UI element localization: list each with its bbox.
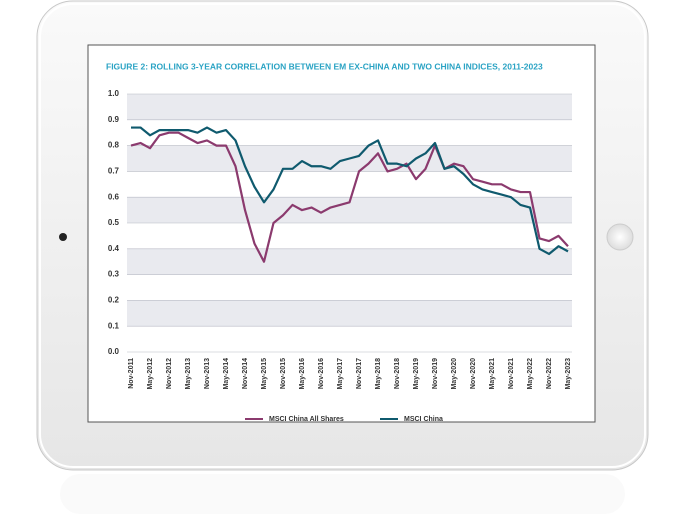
x-tick-label: May-2015 <box>261 358 268 390</box>
x-tick-label: May-2013 <box>185 358 192 390</box>
x-tick-label: May-2012 <box>147 358 154 390</box>
series-line <box>130 131 569 263</box>
x-tick-label: Nov-2011 <box>128 358 135 389</box>
x-tick-label: Nov-2019 <box>432 358 439 389</box>
y-tick-label: 1.0 <box>108 89 120 98</box>
band <box>127 248 572 275</box>
y-tick-label: 0.3 <box>108 270 120 279</box>
chart-title: FIGURE 2: ROLLING 3-YEAR CORRELATION BET… <box>106 61 543 71</box>
x-tick-label: Nov-2022 <box>546 358 553 389</box>
y-tick-label: 0.8 <box>108 141 120 150</box>
x-tick-label: May-2018 <box>375 358 382 390</box>
x-tick-label: Nov-2012 <box>166 358 173 389</box>
x-tick-label: May-2023 <box>565 358 572 390</box>
x-tick-label: May-2014 <box>223 358 230 390</box>
x-tick-label: Nov-2020 <box>470 358 477 389</box>
x-tick-label: Nov-2013 <box>204 358 211 389</box>
x-tick-label: Nov-2018 <box>394 358 401 389</box>
x-tick-label: May-2016 <box>299 358 306 390</box>
x-tick-label: May-2021 <box>489 358 496 390</box>
chart: FIGURE 2: ROLLING 3-YEAR CORRELATION BET… <box>106 61 572 423</box>
reflection <box>60 474 625 514</box>
y-tick-label: 0.6 <box>108 192 120 201</box>
y-tick-label: 0.7 <box>108 167 120 176</box>
camera <box>59 233 67 241</box>
tablet-bevel <box>39 3 646 468</box>
series-line <box>131 126 569 256</box>
band <box>127 94 572 120</box>
y-tick-label: 0.0 <box>108 347 120 356</box>
legend-label: MSCI China All Shares <box>269 416 344 423</box>
home-button[interactable] <box>606 223 634 251</box>
x-tick-label: Nov-2021 <box>508 358 515 389</box>
x-tick-label: May-2017 <box>337 358 344 390</box>
x-tick-label: May-2022 <box>527 358 534 390</box>
x-tick-label: Nov-2016 <box>318 358 325 389</box>
band <box>127 300 572 327</box>
x-tick-label: May-2019 <box>413 358 420 390</box>
y-tick-label: 0.1 <box>108 321 120 330</box>
y-tick-label: 0.2 <box>108 296 120 305</box>
y-tick-label: 0.5 <box>108 218 120 227</box>
y-tick-label: 0.9 <box>108 115 120 124</box>
x-tick-label: May-2020 <box>451 358 458 390</box>
x-tick-label: Nov-2017 <box>356 358 363 389</box>
x-tick-label: Nov-2015 <box>280 358 287 389</box>
legend-label: MSCI China <box>404 416 443 423</box>
y-tick-label: 0.4 <box>108 244 120 253</box>
x-tick-label: Nov-2014 <box>242 358 249 389</box>
